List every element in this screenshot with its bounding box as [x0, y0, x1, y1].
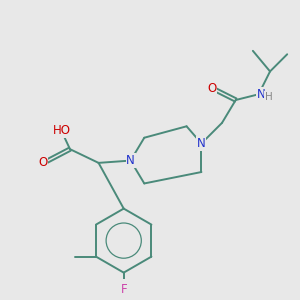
- Text: F: F: [120, 283, 127, 296]
- Text: O: O: [38, 156, 47, 170]
- Text: H: H: [265, 92, 273, 102]
- Text: O: O: [207, 82, 216, 95]
- Text: N: N: [126, 154, 135, 167]
- Text: HO: HO: [53, 124, 71, 137]
- Text: N: N: [256, 88, 265, 101]
- Text: N: N: [197, 137, 206, 150]
